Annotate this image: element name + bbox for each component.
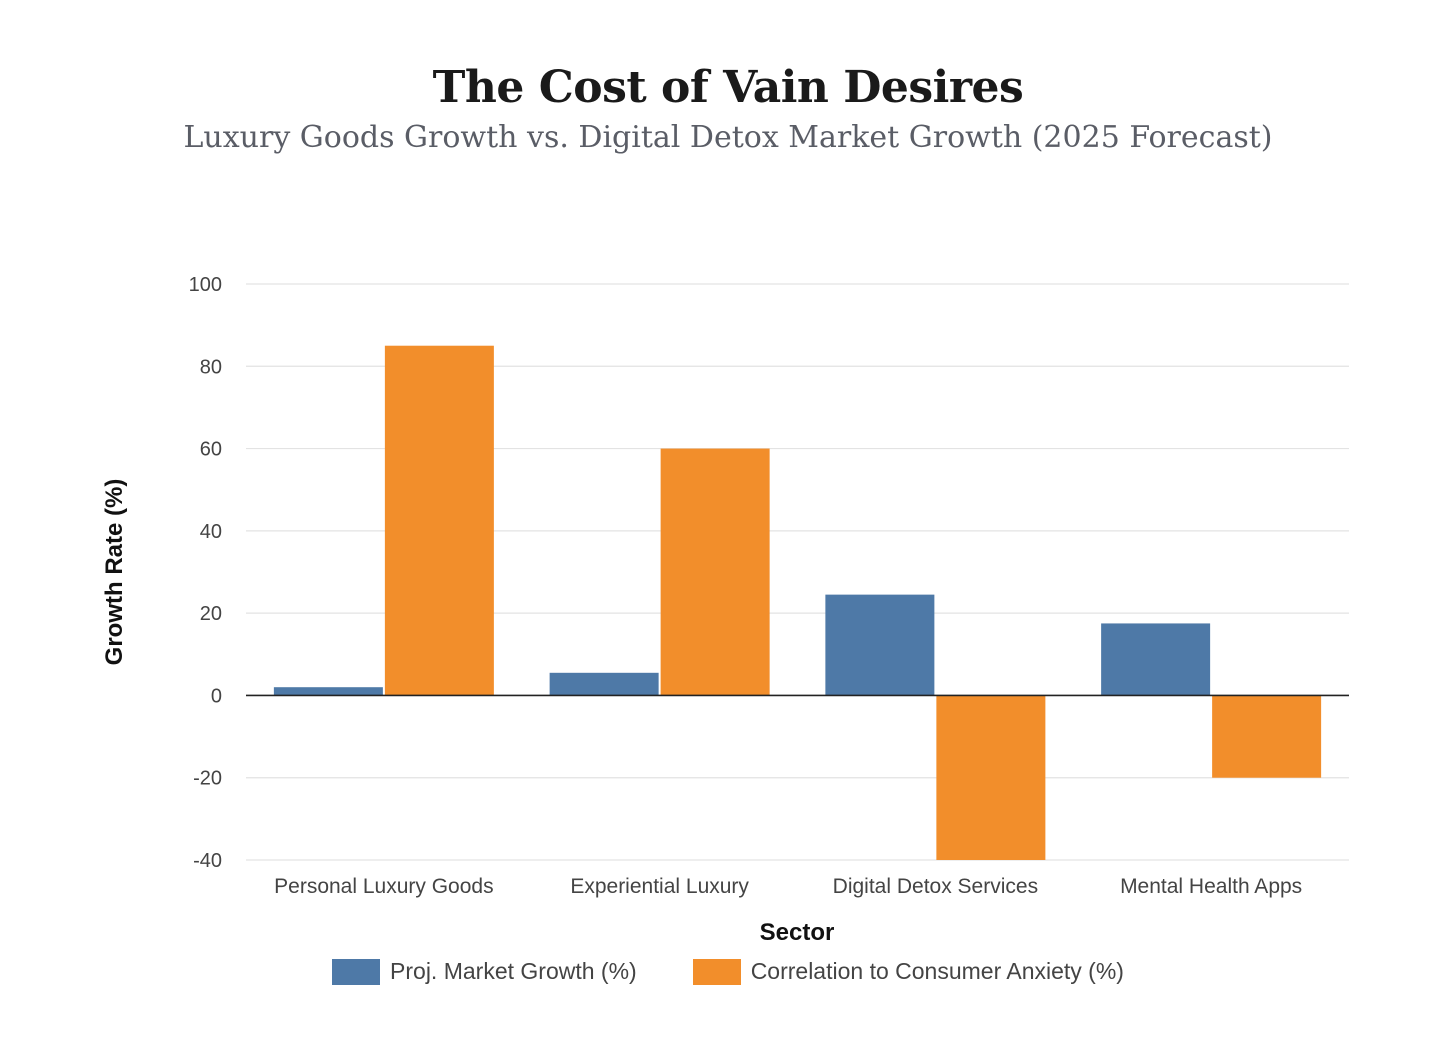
bar-market-growth-3[interactable] [1101,623,1211,696]
y-tick-label: -20 [193,768,222,790]
x-category-label: Experiential Luxury [570,875,749,898]
y-tick-label: 20 [200,603,222,625]
x-axis-title: Sector [760,919,835,946]
legend-item-market-growth[interactable]: Proj. Market Growth (%) [332,958,637,985]
bar-anxiety-correlation-3[interactable] [1212,695,1322,778]
legend-swatch-anxiety-correlation [692,958,741,985]
legend-label-anxiety-correlation: Correlation to Consumer Anxiety (%) [750,958,1124,984]
y-axis-ticks: 100 80 60 40 20 0 -20 -40 [189,274,222,872]
bar-anxiety-correlation-0[interactable] [384,345,494,696]
y-axis-title: Growth Rate (%) [101,479,128,666]
x-category-label: Personal Luxury Goods [274,875,493,898]
legend-label-market-growth: Proj. Market Growth (%) [390,958,637,984]
y-tick-label: -40 [193,850,222,872]
chart-subtitle: Luxury Goods Growth vs. Digital Detox Ma… [183,120,1273,155]
bar-anxiety-correlation-1[interactable] [660,448,770,696]
y-tick-label: 0 [211,685,222,707]
x-category-label: Digital Detox Services [833,875,1038,898]
y-tick-label: 80 [200,356,222,378]
bar-market-growth-0[interactable] [273,687,383,696]
bar-market-growth-2[interactable] [825,594,935,696]
y-tick-label: 60 [200,439,222,461]
chart-title: The Cost of Vain Desires [432,62,1024,113]
bars [273,345,1322,860]
legend-swatch-market-growth [332,958,381,985]
x-category-label: Mental Health Apps [1120,875,1302,898]
y-tick-label: 40 [200,521,222,543]
legend: Proj. Market Growth (%) Correlation to C… [0,958,1456,985]
bar-market-growth-1[interactable] [549,672,659,696]
legend-item-anxiety-correlation[interactable]: Correlation to Consumer Anxiety (%) [692,958,1124,985]
bar-anxiety-correlation-2[interactable] [936,695,1046,860]
x-axis-categories: Personal Luxury Goods Experiential Luxury… [274,875,1302,898]
y-tick-label: 100 [189,274,222,296]
